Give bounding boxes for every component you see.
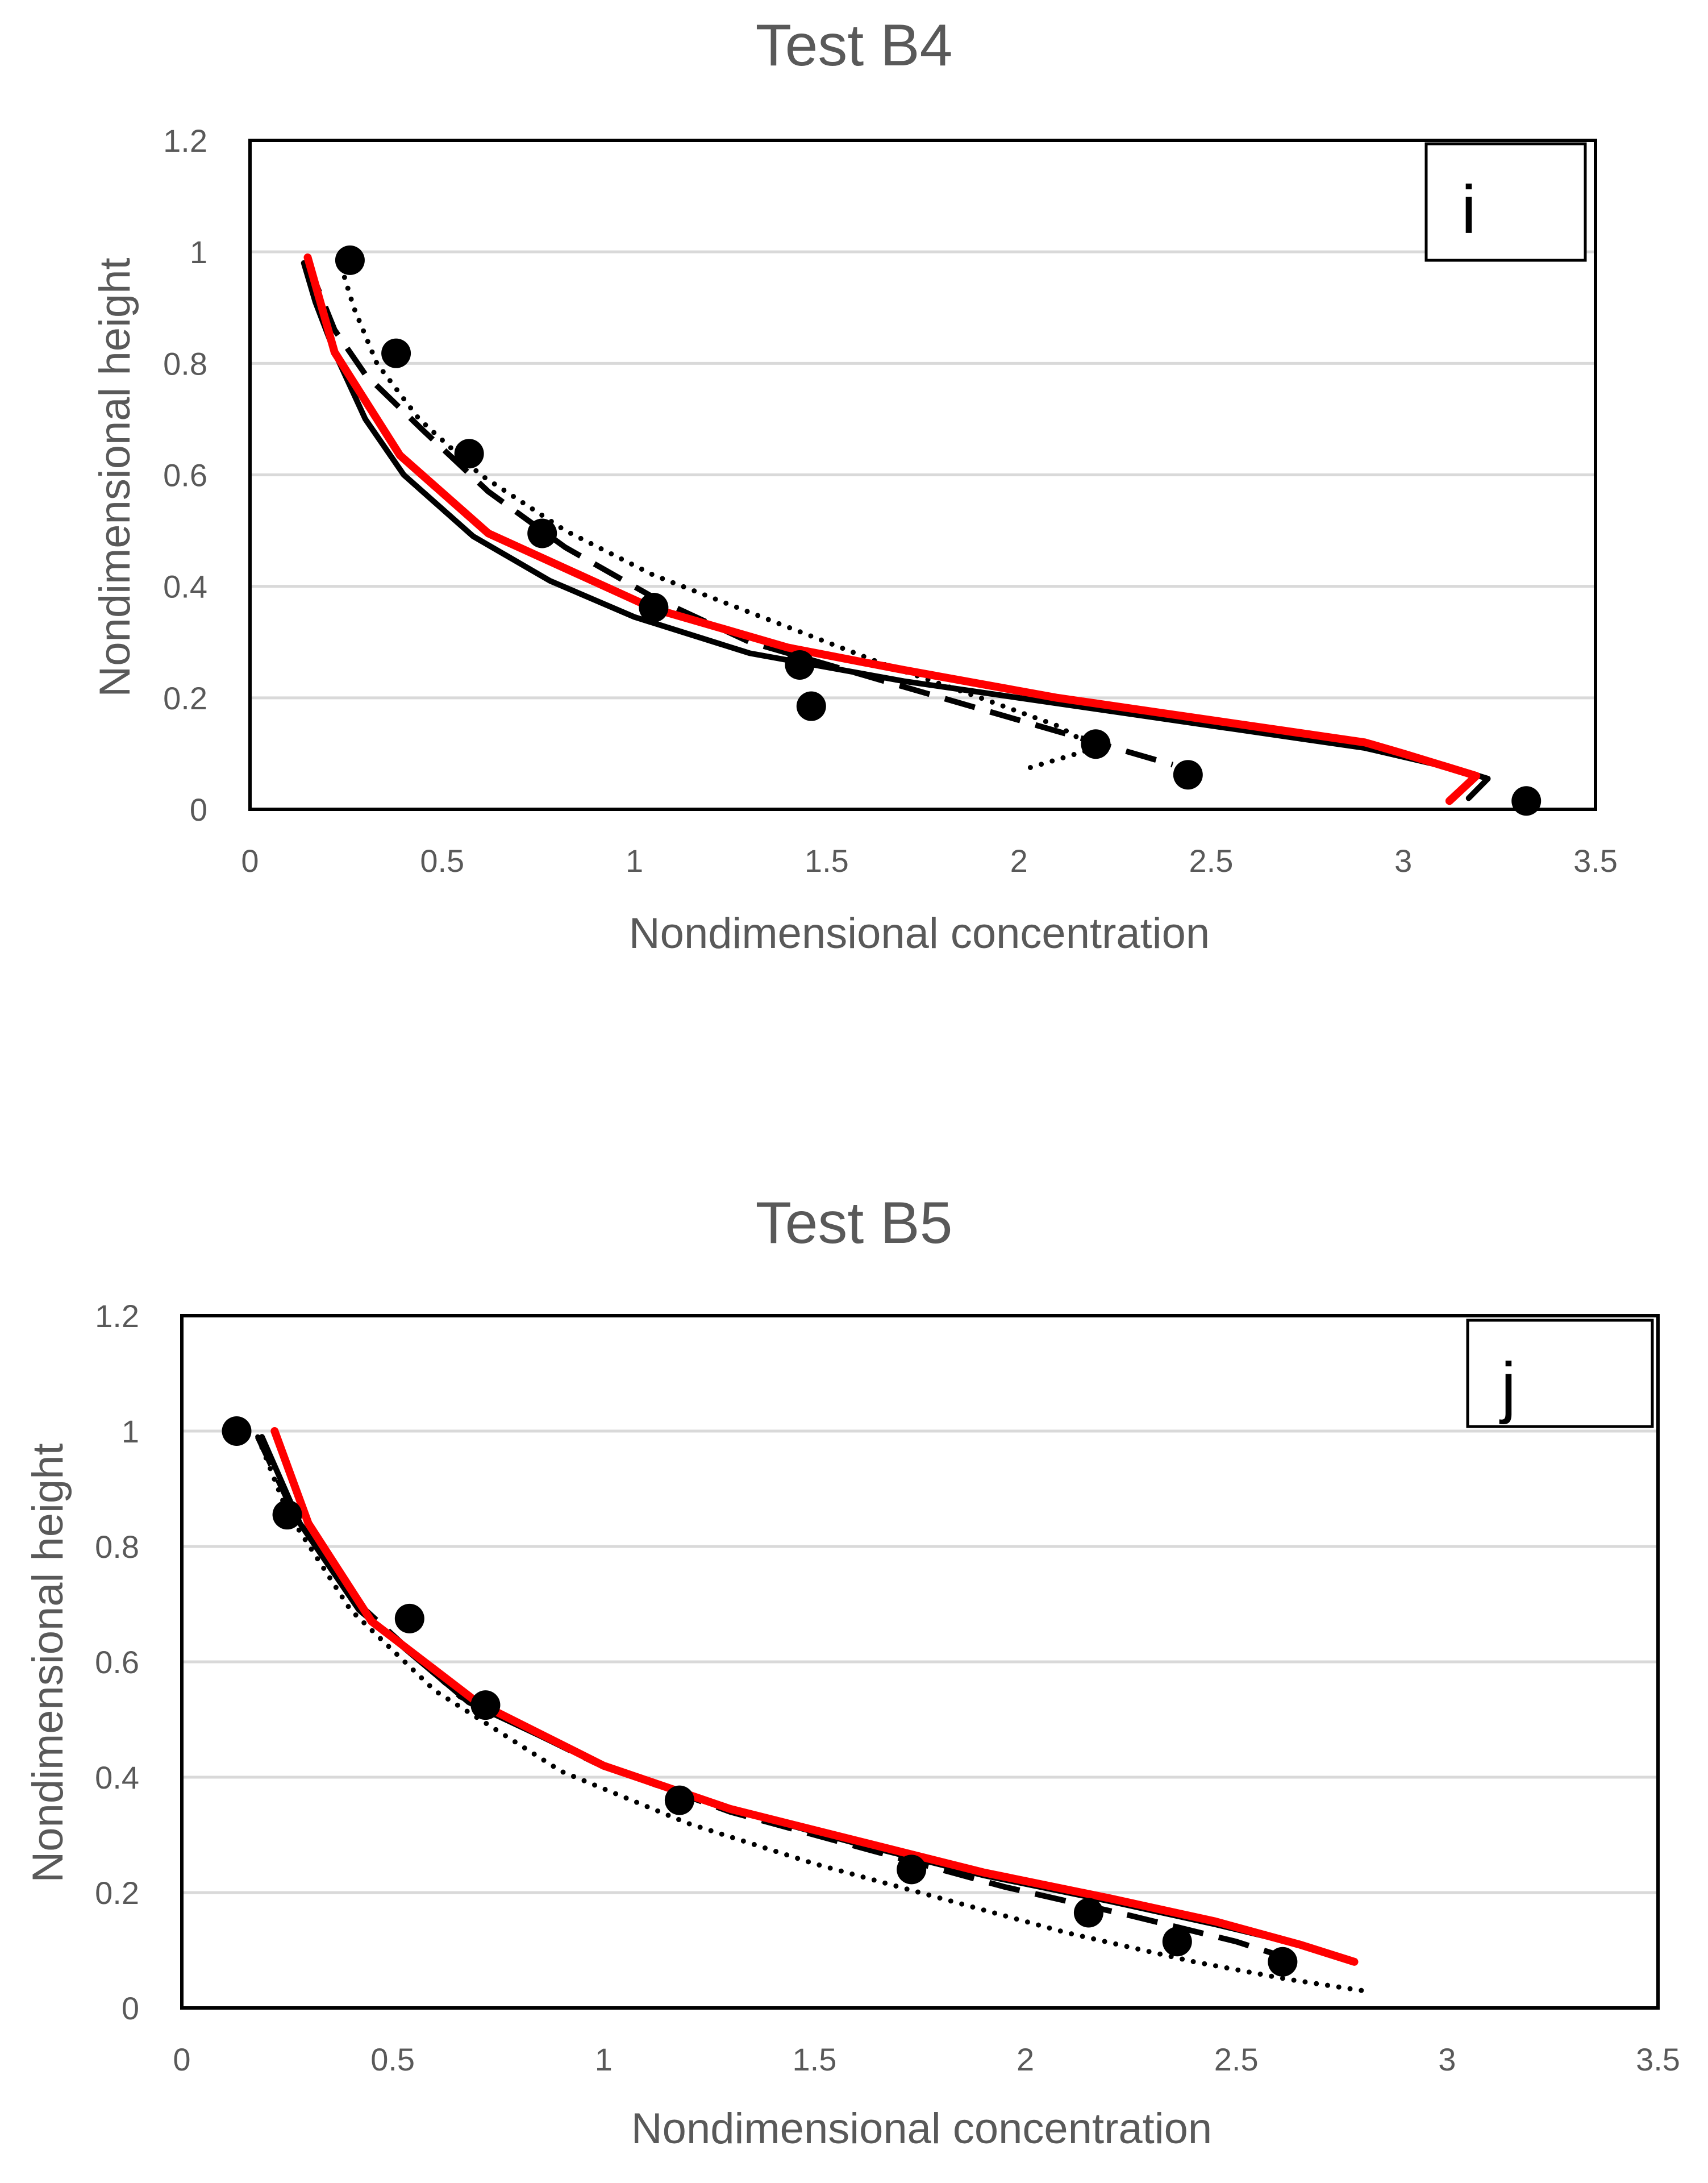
data-point-measured	[1268, 1947, 1298, 1977]
y-tick-label: 0.4	[95, 1760, 139, 1795]
panel-label: i	[1461, 172, 1477, 248]
y-tick-label: 1.2	[163, 123, 207, 159]
y-tick-label: 0	[190, 792, 207, 828]
data-point-measured	[1173, 760, 1203, 790]
data-point-measured	[1162, 1927, 1192, 1957]
series-line-model-red	[303, 253, 1481, 805]
x-tick-label: 0.5	[370, 2041, 415, 2077]
x-tick-label: 1.5	[805, 843, 849, 879]
series-line-model-black-dashed	[305, 261, 1174, 768]
chart-title: Test B5	[756, 1190, 953, 1256]
x-tick-label: 2	[1010, 843, 1028, 879]
data-point-measured	[335, 245, 365, 275]
data-point-measured	[394, 1603, 424, 1633]
x-axis-label: Nondimensional concentration	[629, 909, 1210, 958]
plot-area-frame	[180, 1314, 1660, 2010]
data-point-measured	[381, 338, 411, 368]
x-tick-label: 0.5	[420, 843, 464, 879]
data-point-measured	[1081, 729, 1111, 759]
x-tick-label: 3	[1394, 843, 1412, 879]
y-tick-label: 1	[190, 234, 207, 270]
data-point-measured	[470, 1690, 501, 1720]
y-tick-label: 1	[122, 1413, 139, 1449]
x-tick-label: 2	[1017, 2041, 1034, 2077]
data-point-measured	[272, 1500, 302, 1530]
x-tick-label: 2.5	[1189, 843, 1233, 879]
x-axis-label: Nondimensional concentration	[631, 2105, 1212, 2153]
y-tick-label: 0	[122, 1990, 139, 2026]
x-tick-label: 0	[241, 843, 259, 879]
chart-test-b4: Test B4 0 0.2 0.4 0.6 0.8 1 1.2 0 0.5 1 1.5 2 2.5 3 3.…	[91, 13, 1618, 958]
data-point-measured	[897, 1854, 927, 1885]
y-tick-label: 0.8	[95, 1529, 139, 1565]
y-tick-label: 0.4	[163, 569, 207, 605]
data-point-measured	[639, 592, 669, 622]
series-line-model-black-dotted	[255, 1434, 1365, 1994]
y-axis-label: Nondimensional height	[91, 257, 139, 697]
x-tick-label: 0	[173, 2041, 190, 2077]
data-point-measured	[664, 1785, 694, 1815]
data-point-measured	[527, 518, 557, 548]
data-point-measured	[1511, 786, 1542, 816]
data-point-measured	[785, 650, 815, 680]
series-line-model-red	[270, 1427, 1359, 1966]
data-point-measured	[454, 439, 484, 469]
y-tick-label: 1.2	[95, 1298, 139, 1334]
x-tick-label: 1	[595, 2041, 613, 2077]
x-tick-label: 3.5	[1636, 2041, 1680, 2077]
y-tick-label: 0.6	[163, 458, 207, 493]
chart-test-b5: Test B5 0 0.2 0.4 0.6 0.8 1 1.2 0 0.5 1 1.5 2 2.5 3 3.…	[24, 1190, 1680, 2153]
y-tick-label: 0.8	[163, 346, 207, 381]
series-line-model-black-dashed	[255, 1436, 1301, 1965]
x-tick-label: 2.5	[1214, 2041, 1259, 2077]
y-tick-label: 0.2	[95, 1875, 139, 1911]
panel-label-box: j	[1466, 1319, 1654, 1428]
y-tick-label: 0.2	[163, 680, 207, 716]
x-tick-label: 3.5	[1573, 843, 1618, 879]
x-tick-label: 1.5	[792, 2041, 836, 2077]
chart-title: Test B4	[756, 13, 953, 78]
x-tick-label: 1	[626, 843, 643, 879]
panel-label-box: i	[1424, 142, 1587, 262]
data-point-measured	[796, 691, 826, 721]
panel-label: j	[1499, 1349, 1517, 1425]
series-line-model-black-dotted	[336, 255, 1098, 770]
y-axis-label: Nondimensional height	[24, 1443, 72, 1882]
x-tick-label: 3	[1438, 2041, 1456, 2077]
data-point-measured	[222, 1416, 252, 1446]
series-line-model-black-solid	[259, 1434, 1324, 1953]
plot-area-frame	[248, 139, 1597, 811]
y-tick-label: 0.6	[95, 1644, 139, 1680]
data-point-measured	[1073, 1898, 1103, 1928]
